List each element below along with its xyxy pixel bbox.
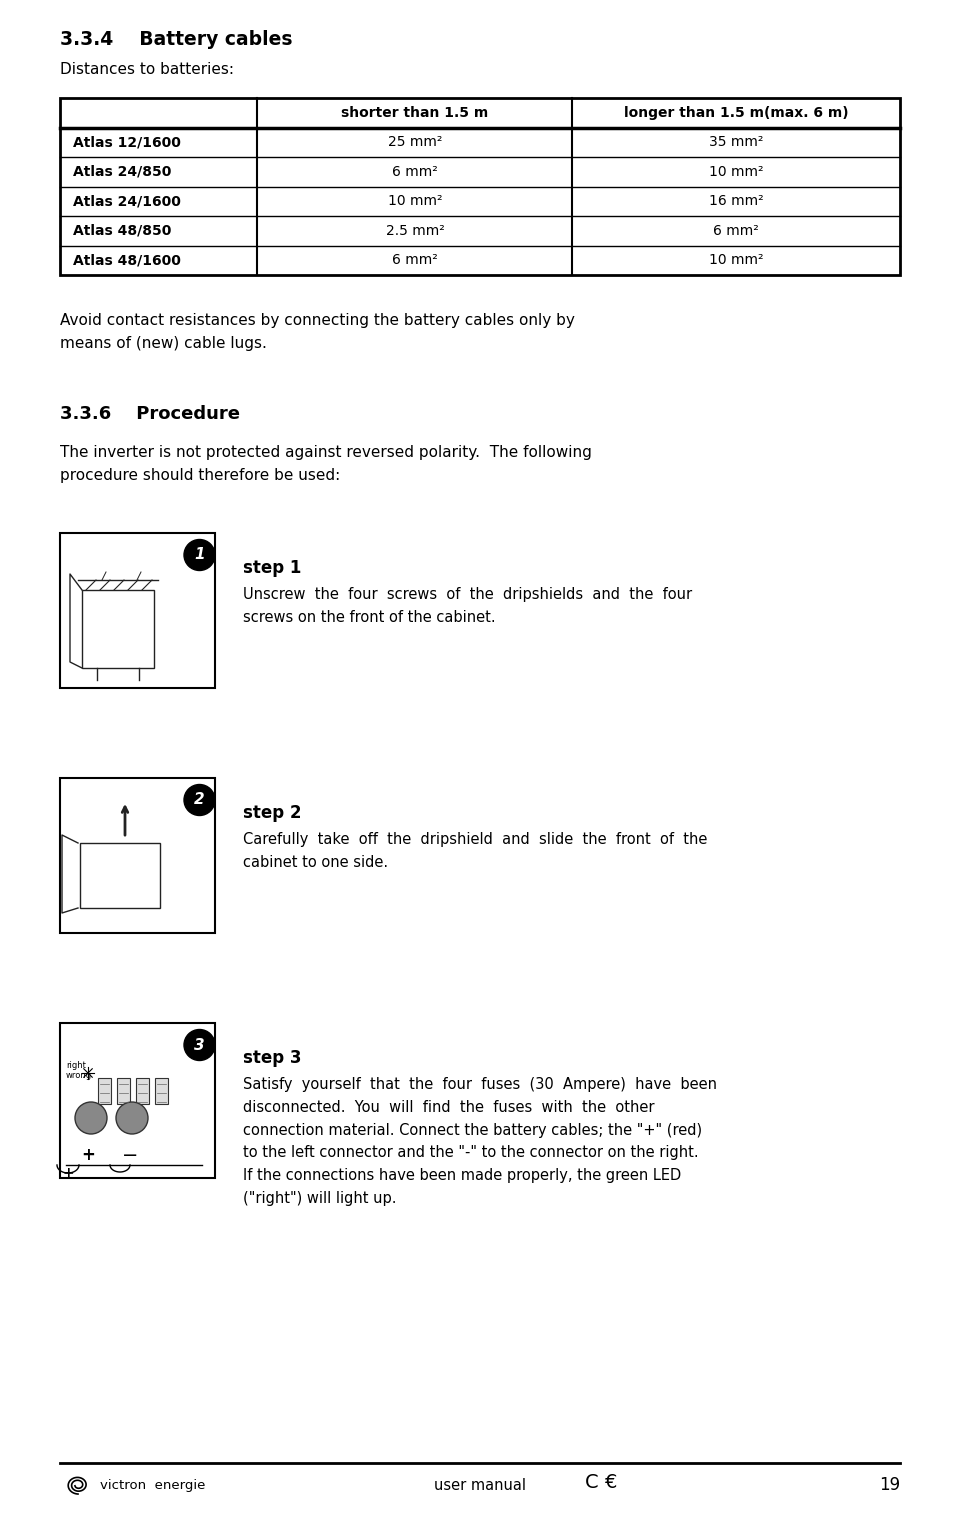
Text: user manual: user manual bbox=[434, 1477, 526, 1493]
Text: 2: 2 bbox=[194, 793, 204, 807]
Bar bbox=[60, 98, 900, 276]
Text: Atlas 48/1600: Atlas 48/1600 bbox=[73, 253, 180, 268]
Text: 16 mm²: 16 mm² bbox=[708, 194, 763, 208]
Text: 10 mm²: 10 mm² bbox=[708, 165, 763, 179]
Text: 10 mm²: 10 mm² bbox=[388, 194, 443, 208]
Text: step 1: step 1 bbox=[243, 559, 301, 577]
Text: €: € bbox=[605, 1473, 617, 1493]
Circle shape bbox=[184, 539, 215, 571]
Circle shape bbox=[184, 1029, 215, 1061]
Bar bbox=[60, 1023, 215, 1177]
Text: Atlas 24/1600: Atlas 24/1600 bbox=[73, 194, 180, 208]
Bar bbox=[117, 1078, 130, 1104]
Text: step 2: step 2 bbox=[243, 804, 301, 822]
Text: 19: 19 bbox=[878, 1476, 900, 1494]
Text: 10 mm²: 10 mm² bbox=[708, 253, 763, 268]
Bar bbox=[136, 1078, 149, 1104]
Text: Unscrew  the  four  screws  of  the  dripshields  and  the  four
screws on the f: Unscrew the four screws of the dripshiel… bbox=[243, 586, 692, 625]
Bar bbox=[98, 1078, 111, 1104]
Text: 6 mm²: 6 mm² bbox=[392, 253, 438, 268]
Text: 35 mm²: 35 mm² bbox=[709, 135, 763, 149]
Text: +: + bbox=[81, 1147, 95, 1164]
Text: The inverter is not protected against reversed polarity.  The following
procedur: The inverter is not protected against re… bbox=[60, 446, 592, 482]
Text: Satisfy  yourself  that  the  four  fuses  (30  Ampere)  have  been
disconnected: Satisfy yourself that the four fuses (30… bbox=[243, 1076, 717, 1206]
Text: −: − bbox=[122, 1145, 138, 1165]
Text: 6 mm²: 6 mm² bbox=[713, 224, 759, 237]
Text: Atlas 24/850: Atlas 24/850 bbox=[73, 165, 171, 179]
Text: 3: 3 bbox=[194, 1038, 204, 1052]
Circle shape bbox=[75, 1102, 107, 1134]
Text: 2.5 mm²: 2.5 mm² bbox=[386, 224, 444, 237]
Text: 25 mm²: 25 mm² bbox=[388, 135, 443, 149]
Text: Distances to batteries:: Distances to batteries: bbox=[60, 61, 234, 77]
Text: Atlas 12/1600: Atlas 12/1600 bbox=[73, 135, 180, 149]
Circle shape bbox=[184, 784, 215, 816]
Bar bbox=[155, 1078, 168, 1104]
Text: Atlas 48/850: Atlas 48/850 bbox=[73, 224, 171, 237]
Text: 3.3.4    Battery cables: 3.3.4 Battery cables bbox=[60, 31, 293, 49]
Text: right
wrong: right wrong bbox=[66, 1061, 92, 1081]
Text: 1: 1 bbox=[194, 548, 204, 562]
Bar bbox=[60, 533, 215, 687]
Text: shorter than 1.5 m: shorter than 1.5 m bbox=[341, 106, 489, 119]
Text: Avoid contact resistances by connecting the battery cables only by
means of (new: Avoid contact resistances by connecting … bbox=[60, 312, 575, 352]
Text: victron  energie: victron energie bbox=[100, 1479, 205, 1491]
Bar bbox=[80, 844, 160, 908]
Text: 6 mm²: 6 mm² bbox=[392, 165, 438, 179]
Text: +: + bbox=[62, 1167, 74, 1180]
Bar bbox=[82, 589, 154, 668]
Text: longer than 1.5 m(max. 6 m): longer than 1.5 m(max. 6 m) bbox=[624, 106, 849, 119]
Text: C: C bbox=[585, 1473, 599, 1493]
Bar bbox=[60, 778, 215, 932]
Text: step 3: step 3 bbox=[243, 1049, 301, 1067]
Text: 3.3.6    Procedure: 3.3.6 Procedure bbox=[60, 406, 240, 423]
Text: Carefully  take  off  the  dripshield  and  slide  the  front  of  the
cabinet t: Carefully take off the dripshield and sl… bbox=[243, 831, 708, 870]
Circle shape bbox=[116, 1102, 148, 1134]
